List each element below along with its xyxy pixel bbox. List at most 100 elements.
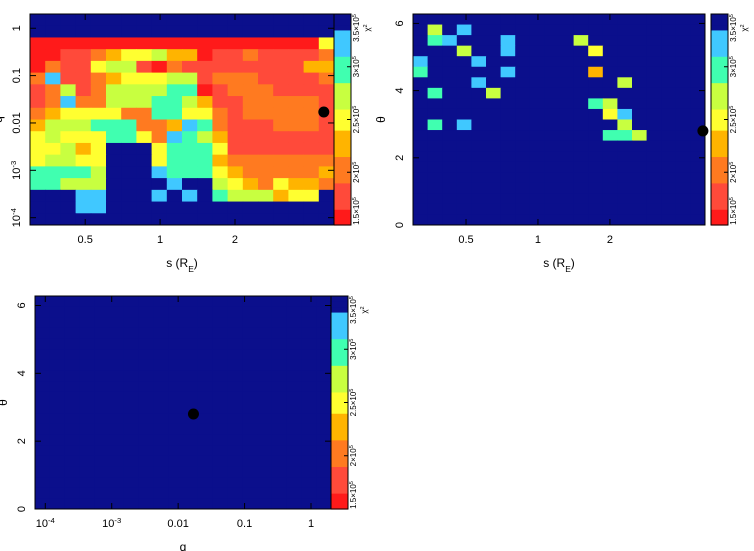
heatmap-cell (544, 140, 560, 152)
heatmap-cell (212, 25, 229, 38)
heatmap-cell (90, 84, 107, 97)
colorbar-label: χ2 (740, 24, 749, 31)
heatmap-cell (212, 487, 228, 499)
heatmap-cell (123, 327, 140, 340)
heatmap-cell (271, 434, 288, 446)
heatmap-cell (515, 193, 531, 205)
heatmap-cell (197, 349, 214, 361)
heatmap-cell (182, 131, 198, 144)
heatmap-cell (136, 154, 153, 167)
heatmap-cell (258, 107, 274, 120)
heatmap-cell (573, 182, 589, 194)
heatmap-cell (79, 477, 95, 489)
heatmap-cell (94, 445, 110, 457)
heatmap-cell (227, 14, 244, 27)
heatmap-cell (442, 77, 458, 89)
heatmap-cell (675, 87, 691, 99)
colorbar-segment (711, 35, 728, 41)
heatmap-cell (212, 370, 228, 382)
heatmap-cell (675, 203, 691, 215)
heatmap-cell (182, 213, 198, 226)
heatmap-cell (182, 119, 198, 132)
heatmap-cell (212, 402, 228, 414)
heatmap-cell (318, 37, 335, 50)
heatmap-cell (227, 96, 244, 109)
heatmap-cell (318, 119, 335, 132)
heatmap-cell (573, 77, 589, 89)
colorbar-segment (334, 98, 351, 105)
heatmap-cell (257, 402, 273, 414)
heatmap-cell (690, 98, 706, 110)
heatmap-cell (500, 56, 516, 68)
heatmap-cell (573, 203, 589, 215)
heatmap-cell (413, 119, 429, 131)
heatmap-cell (183, 423, 199, 435)
heatmap-cell (136, 37, 153, 50)
heatmap-cell (182, 37, 198, 50)
heatmap-cell (227, 37, 244, 50)
heatmap-cell (197, 60, 213, 74)
heatmap-cell (257, 423, 273, 435)
heatmap-cell (427, 203, 443, 215)
heatmap-cell (588, 151, 604, 163)
heatmap-cell (413, 151, 429, 163)
heatmap-cell (690, 119, 706, 131)
heatmap-cell (271, 477, 288, 489)
heatmap-cell (45, 84, 61, 97)
heatmap-cell (227, 49, 244, 62)
colorbar-tick-label: 2.5×105 (349, 389, 358, 417)
heatmap-cell (273, 119, 289, 132)
heatmap-cell (500, 14, 516, 26)
heatmap-cell (690, 66, 706, 78)
heatmap-cell (242, 72, 259, 85)
heatmap-cell (500, 45, 516, 57)
colorbar-tick-label: 3×105 (349, 339, 358, 360)
heatmap-cell (675, 35, 691, 47)
heatmap-cell (442, 45, 458, 57)
heatmap-cell (166, 72, 183, 85)
heatmap-cell (79, 296, 95, 308)
heatmap-cell (227, 466, 243, 478)
heatmap-cell (471, 87, 487, 99)
colorbar-segment (334, 35, 351, 41)
colorbar-tick-label: 1.5×105 (352, 197, 361, 225)
heatmap-cell (661, 14, 677, 26)
heatmap-cell (690, 182, 706, 194)
heatmap-cell (121, 213, 137, 226)
heatmap-cell (151, 166, 168, 179)
heatmap-cell (442, 193, 458, 205)
colorbar-segment (331, 429, 348, 436)
heatmap-cell (183, 402, 199, 414)
heatmap-cell (197, 498, 214, 510)
heatmap-cell (79, 359, 95, 372)
heatmap-cell (90, 142, 107, 156)
heatmap-cell (35, 498, 51, 510)
heatmap-cell (60, 96, 77, 109)
heatmap-cell (109, 381, 125, 393)
best-fit-marker (318, 106, 330, 118)
heatmap-cell (316, 434, 332, 446)
heatmap-cell (35, 445, 51, 457)
heatmap-cell (632, 203, 648, 215)
heatmap-cell (316, 487, 332, 499)
heatmap-cell (471, 98, 487, 110)
heatmap-cell (153, 487, 169, 499)
heatmap-cell (197, 487, 214, 499)
heatmap-cell (168, 391, 184, 403)
heatmap-cell (242, 338, 258, 350)
heatmap-cell (442, 172, 458, 184)
heatmap-cell (456, 98, 472, 110)
heatmap-cell (79, 423, 95, 435)
heatmap-cell (316, 402, 332, 414)
heatmap-cell (151, 37, 168, 50)
heatmap-cell (646, 151, 662, 163)
heatmap-cell (35, 466, 51, 478)
heatmap-cell (151, 213, 168, 226)
colorbar-segment (711, 172, 728, 179)
heatmap-cell (303, 60, 320, 74)
colorbar-segment (711, 50, 728, 57)
heatmap-cell (136, 166, 153, 179)
heatmap-cell (94, 359, 110, 372)
heatmap-cell (271, 317, 288, 329)
heatmap-cell (500, 87, 516, 99)
